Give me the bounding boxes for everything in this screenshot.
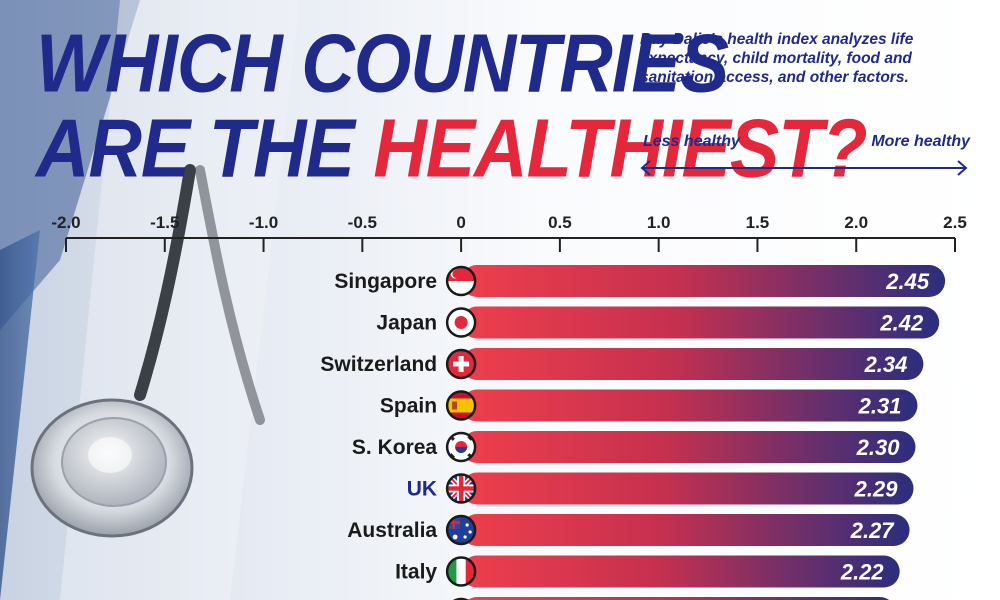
category-label: Singapore [334, 270, 437, 293]
bar-row: UK 2.29 [407, 472, 914, 505]
value-label: 2.31 [858, 394, 902, 419]
bar [461, 431, 916, 463]
spain-flag-icon [445, 390, 477, 421]
south-korea-flag-icon [445, 431, 477, 463]
subtitle-source: Ray Dalio's [640, 31, 723, 48]
value-label: 2.42 [879, 311, 924, 336]
category-label: UK [407, 478, 437, 501]
bar-row: Italy 2.22 [395, 555, 900, 588]
category-label: Spain [380, 395, 437, 418]
bar-partial [467, 597, 890, 600]
category-label: Australia [347, 519, 437, 542]
australia-flag-icon [445, 514, 477, 546]
x-tick-label: -1.0 [249, 213, 278, 232]
japan-flag-icon [445, 307, 477, 338]
bar [461, 265, 946, 297]
uk-flag-icon [445, 473, 477, 504]
x-tick-label: 1.0 [647, 213, 671, 232]
bar-row: Switzerland 2.34 [320, 348, 924, 380]
title-prefix: ARE THE [36, 101, 374, 195]
bar-row: S. Korea 2.30 [352, 431, 916, 463]
switzerland-flag-icon [445, 348, 477, 380]
x-tick-label: 0.5 [548, 213, 572, 232]
value-label: 2.29 [854, 477, 899, 502]
bar-row: Australia 2.27 [347, 514, 910, 546]
bar [461, 389, 918, 422]
x-tick-label: -0.5 [348, 213, 377, 232]
bar [461, 555, 900, 588]
value-label: 2.22 [840, 560, 885, 585]
double-arrow-icon [640, 160, 968, 176]
x-tick-label: 2.5 [943, 213, 967, 232]
bar [461, 472, 914, 505]
italy-flag-icon [445, 556, 477, 587]
value-label: 2.30 [856, 435, 901, 460]
bar-row: Japan 2.42 [376, 306, 940, 339]
value-label: 2.45 [885, 269, 930, 294]
stethoscope-icon [30, 164, 265, 538]
category-label: Italy [395, 561, 437, 584]
page-title-line1: WHICH COUNTRIES [36, 16, 729, 110]
x-tick-label: -1.5 [150, 213, 179, 232]
x-tick-label: -2.0 [51, 213, 80, 232]
bar [461, 348, 924, 380]
subtitle: Ray Dalio's health index analyzes life e… [640, 30, 980, 88]
x-tick-label: 0 [456, 213, 465, 232]
page-title-line2: ARE THE HEALTHIEST? [36, 106, 868, 190]
bar-row: Spain 2.31 [380, 389, 918, 422]
category-label: Japan [376, 312, 437, 335]
category-label: Switzerland [320, 353, 437, 376]
title-accent: HEALTHIEST? [373, 101, 867, 195]
x-axis: -2.0 -1.5 -1.0 -0.5 0 0.5 1.0 1.5 2.0 2.5 [51, 213, 967, 252]
subtitle-description: health index analyzes life expectancy, c… [640, 31, 914, 87]
category-label: S. Korea [352, 436, 438, 459]
more-healthy-label: More healthy [871, 133, 970, 150]
bar [461, 306, 940, 339]
bars: Singapore 2.45 Japan 2.42 Switzerland 2.34 Spa… [320, 265, 946, 600]
bar-row: Singapore 2.45 [334, 265, 946, 297]
bar [461, 514, 910, 546]
value-label: 2.27 [850, 518, 896, 543]
value-label: 2.34 [864, 352, 908, 377]
less-healthy-label: Less healthy [643, 133, 740, 150]
singapore-flag-icon [445, 265, 477, 297]
x-tick-label: 1.5 [746, 213, 770, 232]
x-tick-label: 2.0 [844, 213, 868, 232]
